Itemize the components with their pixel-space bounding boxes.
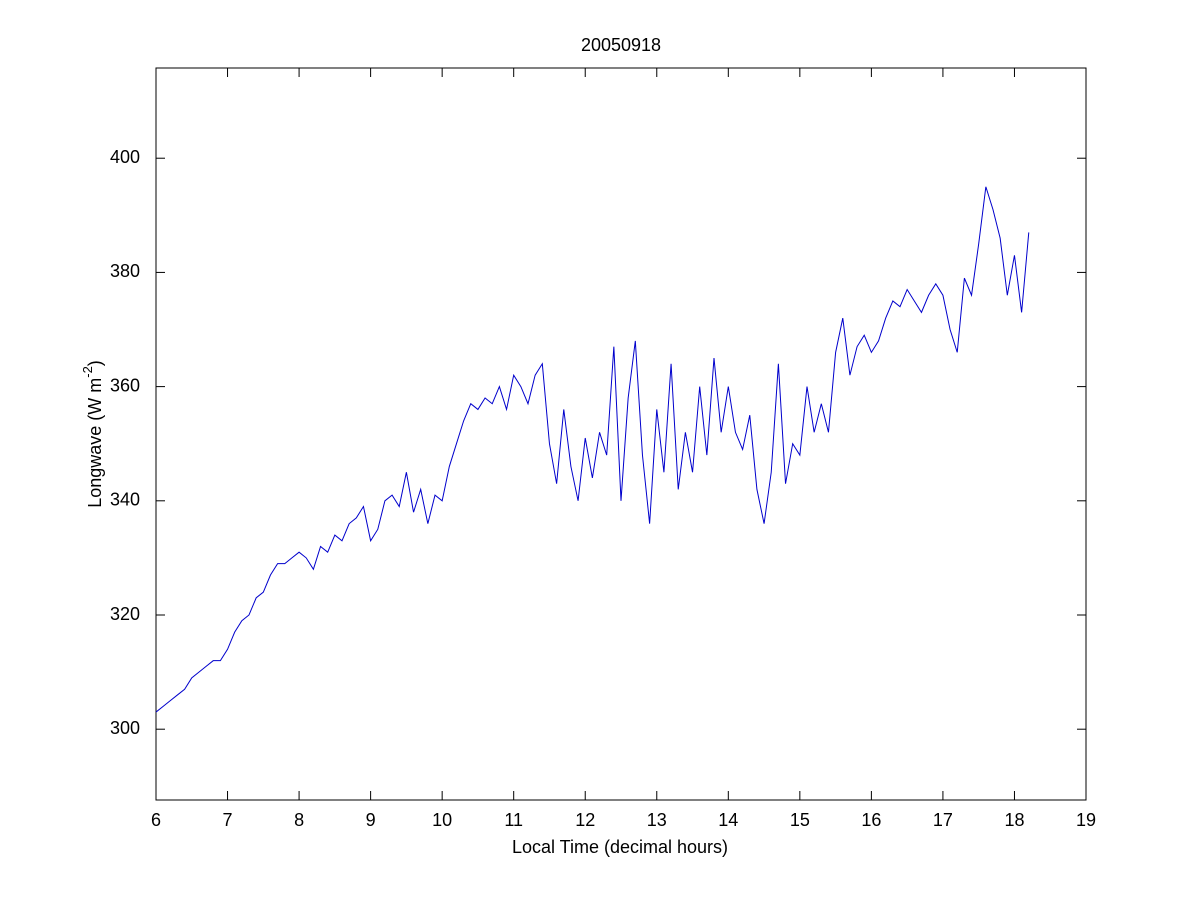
x-tick-label: 10 — [432, 810, 452, 830]
y-tick-label: 360 — [110, 375, 140, 395]
y-tick-label: 320 — [110, 604, 140, 624]
y-label-text: Longwave (W m — [85, 378, 105, 508]
y-label-end: ) — [85, 360, 105, 366]
y-axis-label: Longwave (W m-2) — [80, 360, 104, 508]
x-tick-label: 15 — [790, 810, 810, 830]
x-tick-label: 9 — [366, 810, 376, 830]
x-tick-label: 8 — [294, 810, 304, 830]
data-line — [155, 186, 1030, 713]
x-tick-label: 12 — [575, 810, 595, 830]
x-tick-label: 13 — [647, 810, 667, 830]
x-tick-label: 7 — [223, 810, 233, 830]
x-tick-label: 6 — [151, 810, 161, 830]
y-tick-label: 340 — [110, 490, 140, 510]
y-label-superscript: -2 — [80, 366, 95, 378]
y-tick-label: 380 — [110, 261, 140, 281]
x-tick-label: 17 — [933, 810, 953, 830]
x-tick-label: 19 — [1076, 810, 1096, 830]
x-tick-label: 18 — [1004, 810, 1024, 830]
chart-title: 20050918 — [581, 35, 661, 55]
plot-frame — [155, 67, 1087, 801]
x-axis-label: Local Time (decimal hours) — [512, 837, 728, 857]
x-tick-label: 14 — [718, 810, 738, 830]
x-tick-label: 16 — [861, 810, 881, 830]
x-tick-label: 11 — [504, 810, 523, 830]
y-tick-label: 400 — [110, 147, 140, 167]
y-tick-label: 300 — [110, 718, 140, 738]
